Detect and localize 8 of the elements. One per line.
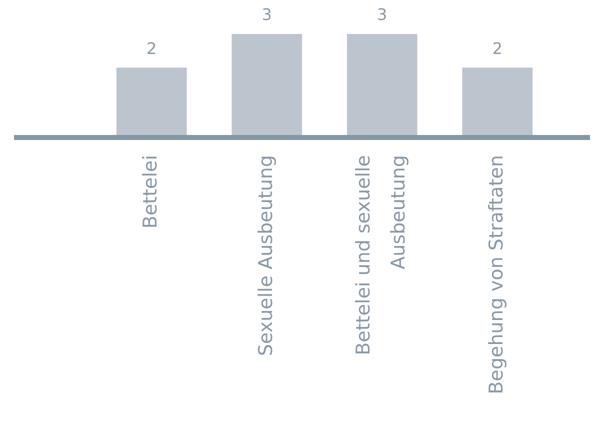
x-tick-label: Begehung von Straftaten bbox=[485, 155, 508, 394]
data-label: 2 bbox=[492, 38, 502, 58]
x-tick-label: Bettelei bbox=[140, 155, 162, 229]
x-tick-label: Sexuelle Ausbeutung bbox=[254, 155, 277, 356]
x-tick-label: Bettelei und sexuelle Ausbeutung bbox=[352, 155, 410, 356]
data-label: 3 bbox=[377, 5, 388, 24]
data-label: 3 bbox=[262, 5, 272, 24]
data-label: 2 bbox=[146, 38, 157, 58]
